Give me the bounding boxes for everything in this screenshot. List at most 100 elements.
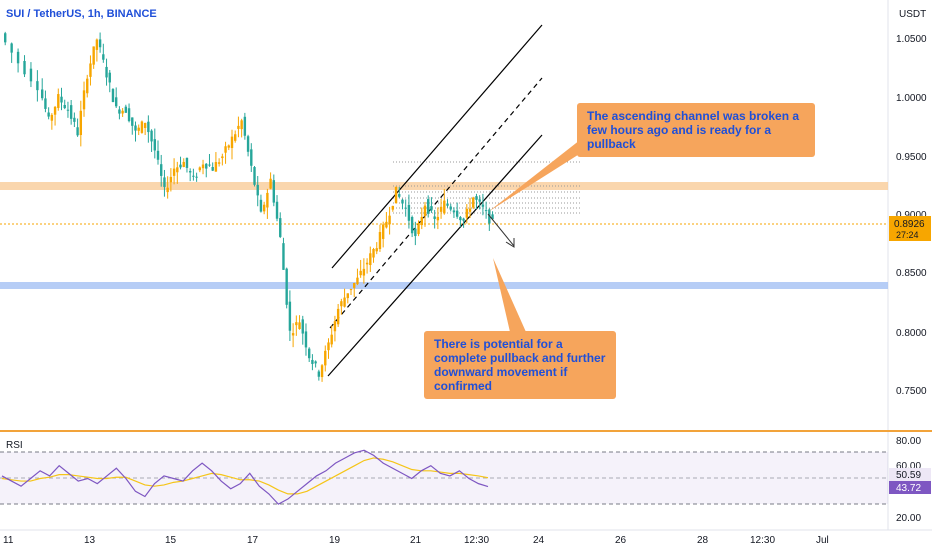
time-tick: 12:30 (750, 535, 775, 546)
time-tick: 15 (165, 535, 177, 546)
price-tick: 0.8000 (896, 328, 927, 339)
candle-body (205, 163, 208, 169)
time-tick: Jul (816, 535, 829, 546)
candle-body (179, 164, 182, 168)
rsi-ma-line (1, 457, 489, 495)
candle-body (195, 176, 198, 178)
candle-body (114, 97, 118, 107)
candle-body (208, 164, 211, 166)
candle-body (105, 66, 108, 78)
candle-body (365, 262, 369, 265)
candle-body (169, 176, 173, 183)
channel-lower-line[interactable] (327, 134, 543, 377)
candle-body (362, 268, 366, 276)
candle-body (468, 208, 472, 212)
candle-body (118, 109, 121, 114)
candle-body (401, 199, 404, 204)
candle-body (160, 164, 163, 176)
candle-body (423, 205, 427, 217)
candle-body (327, 342, 330, 351)
candle-body (108, 72, 111, 83)
candle-body (288, 301, 292, 331)
candle-body (359, 270, 362, 276)
candle-body (140, 121, 144, 133)
rsi-ticks: 80.00 60.00 20.00 (896, 436, 921, 524)
candle-body (156, 150, 160, 160)
candle-body (324, 350, 327, 366)
candle-body (41, 89, 44, 99)
candle-body (102, 54, 105, 60)
bottom-annotation-note[interactable]: There is potential for a complete pullba… (424, 331, 616, 399)
candle-body (346, 293, 349, 299)
candle-body (465, 208, 469, 218)
candle-body (298, 322, 301, 330)
candle-body (121, 110, 124, 114)
candle-body (304, 331, 308, 348)
candle-body (16, 51, 20, 64)
candle-body (89, 63, 92, 77)
candle-body (349, 289, 353, 291)
candle-body (86, 78, 89, 94)
candle-body (217, 162, 221, 164)
price-tick: 0.8500 (896, 268, 927, 279)
candle-body (279, 218, 282, 237)
candle-body (462, 218, 465, 221)
rsi-ma-badge (889, 481, 931, 494)
currency-label: USDT (899, 9, 926, 20)
countdown-label: 27:24 (896, 230, 919, 240)
candle-body (230, 136, 234, 149)
candle-body (10, 43, 13, 53)
candle-body (4, 33, 7, 43)
candle-body (256, 184, 259, 196)
candle-body (98, 39, 102, 48)
candle-body (398, 194, 401, 197)
candle-body (491, 214, 494, 220)
current-price-badge (889, 216, 931, 241)
candle-body (353, 282, 356, 288)
channel-mid-line[interactable] (329, 77, 543, 329)
candle-body (47, 112, 50, 117)
support-band[interactable] (0, 282, 888, 289)
candle-body (439, 206, 443, 212)
candle-body (53, 106, 57, 115)
price-axis-bg (888, 0, 932, 550)
candle-body (147, 121, 150, 133)
candle-body (44, 98, 47, 109)
candle-body (111, 89, 115, 103)
candle-body (262, 204, 266, 212)
candle-body (50, 114, 54, 121)
candle-body (446, 203, 449, 206)
candle-body (291, 333, 295, 336)
time-axis: 11 13 15 17 19 21 12:30 24 26 28 12:30 J… (3, 535, 829, 546)
top-annotation-note[interactable]: The ascending channel was broken a few h… (577, 103, 815, 157)
candle-body (340, 301, 343, 307)
candle-body (211, 167, 214, 171)
candle-body (198, 167, 202, 171)
time-tick: 26 (615, 535, 627, 546)
candle-body (433, 216, 436, 219)
candle-body (150, 130, 153, 142)
candle-body (60, 96, 63, 103)
candle-body (343, 297, 346, 307)
price-ticks: 1.0500 1.0000 0.9500 0.9000 0.8500 0.800… (896, 34, 927, 397)
candle-body (275, 201, 279, 219)
candle-body (214, 162, 218, 172)
candle-body (69, 105, 73, 119)
time-tick: 19 (329, 535, 341, 546)
candle-body (269, 178, 272, 189)
candle-body (443, 200, 446, 214)
time-tick: 21 (410, 535, 422, 546)
candle-body (192, 175, 195, 177)
candle-body (427, 199, 430, 214)
symbol-title: SUI / TetherUS, 1h, BINANCE (6, 8, 157, 20)
candle-body (221, 156, 224, 159)
rsi-ma-label: 43.72 (896, 483, 921, 494)
rsi-title: RSI (6, 440, 23, 451)
candle-body (250, 149, 253, 166)
candle-body (317, 371, 321, 377)
candle-body (417, 223, 420, 235)
candle-body (410, 216, 414, 234)
time-tick: 17 (247, 535, 259, 546)
channel-upper-line[interactable] (331, 24, 543, 269)
